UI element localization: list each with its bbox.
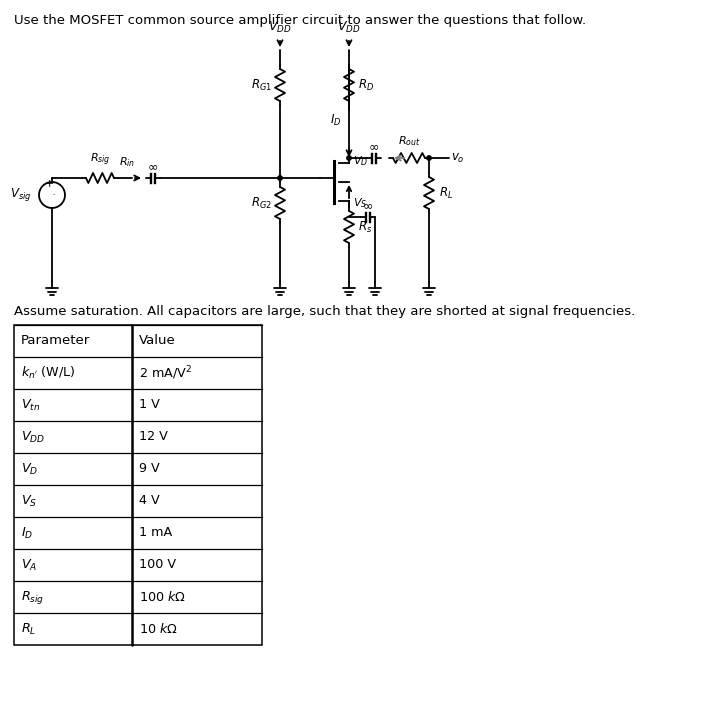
Text: $k_{n'}$ (W/L): $k_{n'}$ (W/L) xyxy=(21,365,76,381)
Circle shape xyxy=(427,156,431,160)
Text: +: + xyxy=(44,179,54,189)
Text: $v_o$: $v_o$ xyxy=(451,152,464,164)
Text: 100 V: 100 V xyxy=(139,559,176,571)
Text: $R_{sig}$: $R_{sig}$ xyxy=(21,588,45,605)
Text: $V_D$: $V_D$ xyxy=(21,462,38,476)
Text: $V_{DD}$: $V_{DD}$ xyxy=(268,20,292,35)
Text: 9 V: 9 V xyxy=(139,462,160,476)
Text: $V_{sig}$: $V_{sig}$ xyxy=(11,186,32,203)
Text: $R_{in}$: $R_{in}$ xyxy=(119,155,135,169)
Text: 12 V: 12 V xyxy=(139,430,168,444)
Text: $R_{sig}$: $R_{sig}$ xyxy=(90,152,111,168)
Text: $V_S$: $V_S$ xyxy=(353,196,367,210)
Text: 10 $k\Omega$: 10 $k\Omega$ xyxy=(139,622,178,636)
Text: $\infty$: $\infty$ xyxy=(362,199,374,213)
Text: $\infty$: $\infty$ xyxy=(147,160,159,174)
Text: $V_{tn}$: $V_{tn}$ xyxy=(21,398,40,413)
Text: $I_D$: $I_D$ xyxy=(21,525,33,540)
Text: $V_{DD}$: $V_{DD}$ xyxy=(21,430,45,445)
Text: $I_D$: $I_D$ xyxy=(330,113,341,128)
Text: Assume saturation. All capacitors are large, such that they are shorted at signa: Assume saturation. All capacitors are la… xyxy=(14,305,635,318)
Text: $R_L$: $R_L$ xyxy=(439,186,453,201)
Text: $R_{G1}$: $R_{G1}$ xyxy=(251,77,272,93)
Text: $V_{DD}$: $V_{DD}$ xyxy=(337,20,361,35)
Text: 1 V: 1 V xyxy=(139,398,160,411)
Text: 2 mA/V$^2$: 2 mA/V$^2$ xyxy=(139,364,192,382)
Text: $R_D$: $R_D$ xyxy=(358,77,374,93)
Text: Value: Value xyxy=(139,335,176,347)
Text: $R_{out}$: $R_{out}$ xyxy=(398,134,420,148)
Text: Parameter: Parameter xyxy=(21,335,90,347)
Text: $R_L$: $R_L$ xyxy=(21,622,36,637)
Text: $V_D$: $V_D$ xyxy=(353,154,368,168)
Circle shape xyxy=(347,156,351,160)
Text: Use the MOSFET common source amplifier circuit to answer the questions that foll: Use the MOSFET common source amplifier c… xyxy=(14,14,586,27)
Circle shape xyxy=(278,176,282,180)
Bar xyxy=(14,325,262,645)
Text: $R_{G2}$: $R_{G2}$ xyxy=(251,196,272,211)
Text: $\infty$: $\infty$ xyxy=(369,140,379,154)
Text: $R_s$: $R_s$ xyxy=(358,220,372,235)
Text: $V_A$: $V_A$ xyxy=(21,557,38,573)
Text: $V_{sig}$: $V_{sig}$ xyxy=(52,192,57,198)
Text: $V_S$: $V_S$ xyxy=(21,493,37,508)
Text: 4 V: 4 V xyxy=(139,494,160,508)
Text: 1 mA: 1 mA xyxy=(139,527,172,540)
Text: 100 $k\Omega$: 100 $k\Omega$ xyxy=(139,590,186,604)
